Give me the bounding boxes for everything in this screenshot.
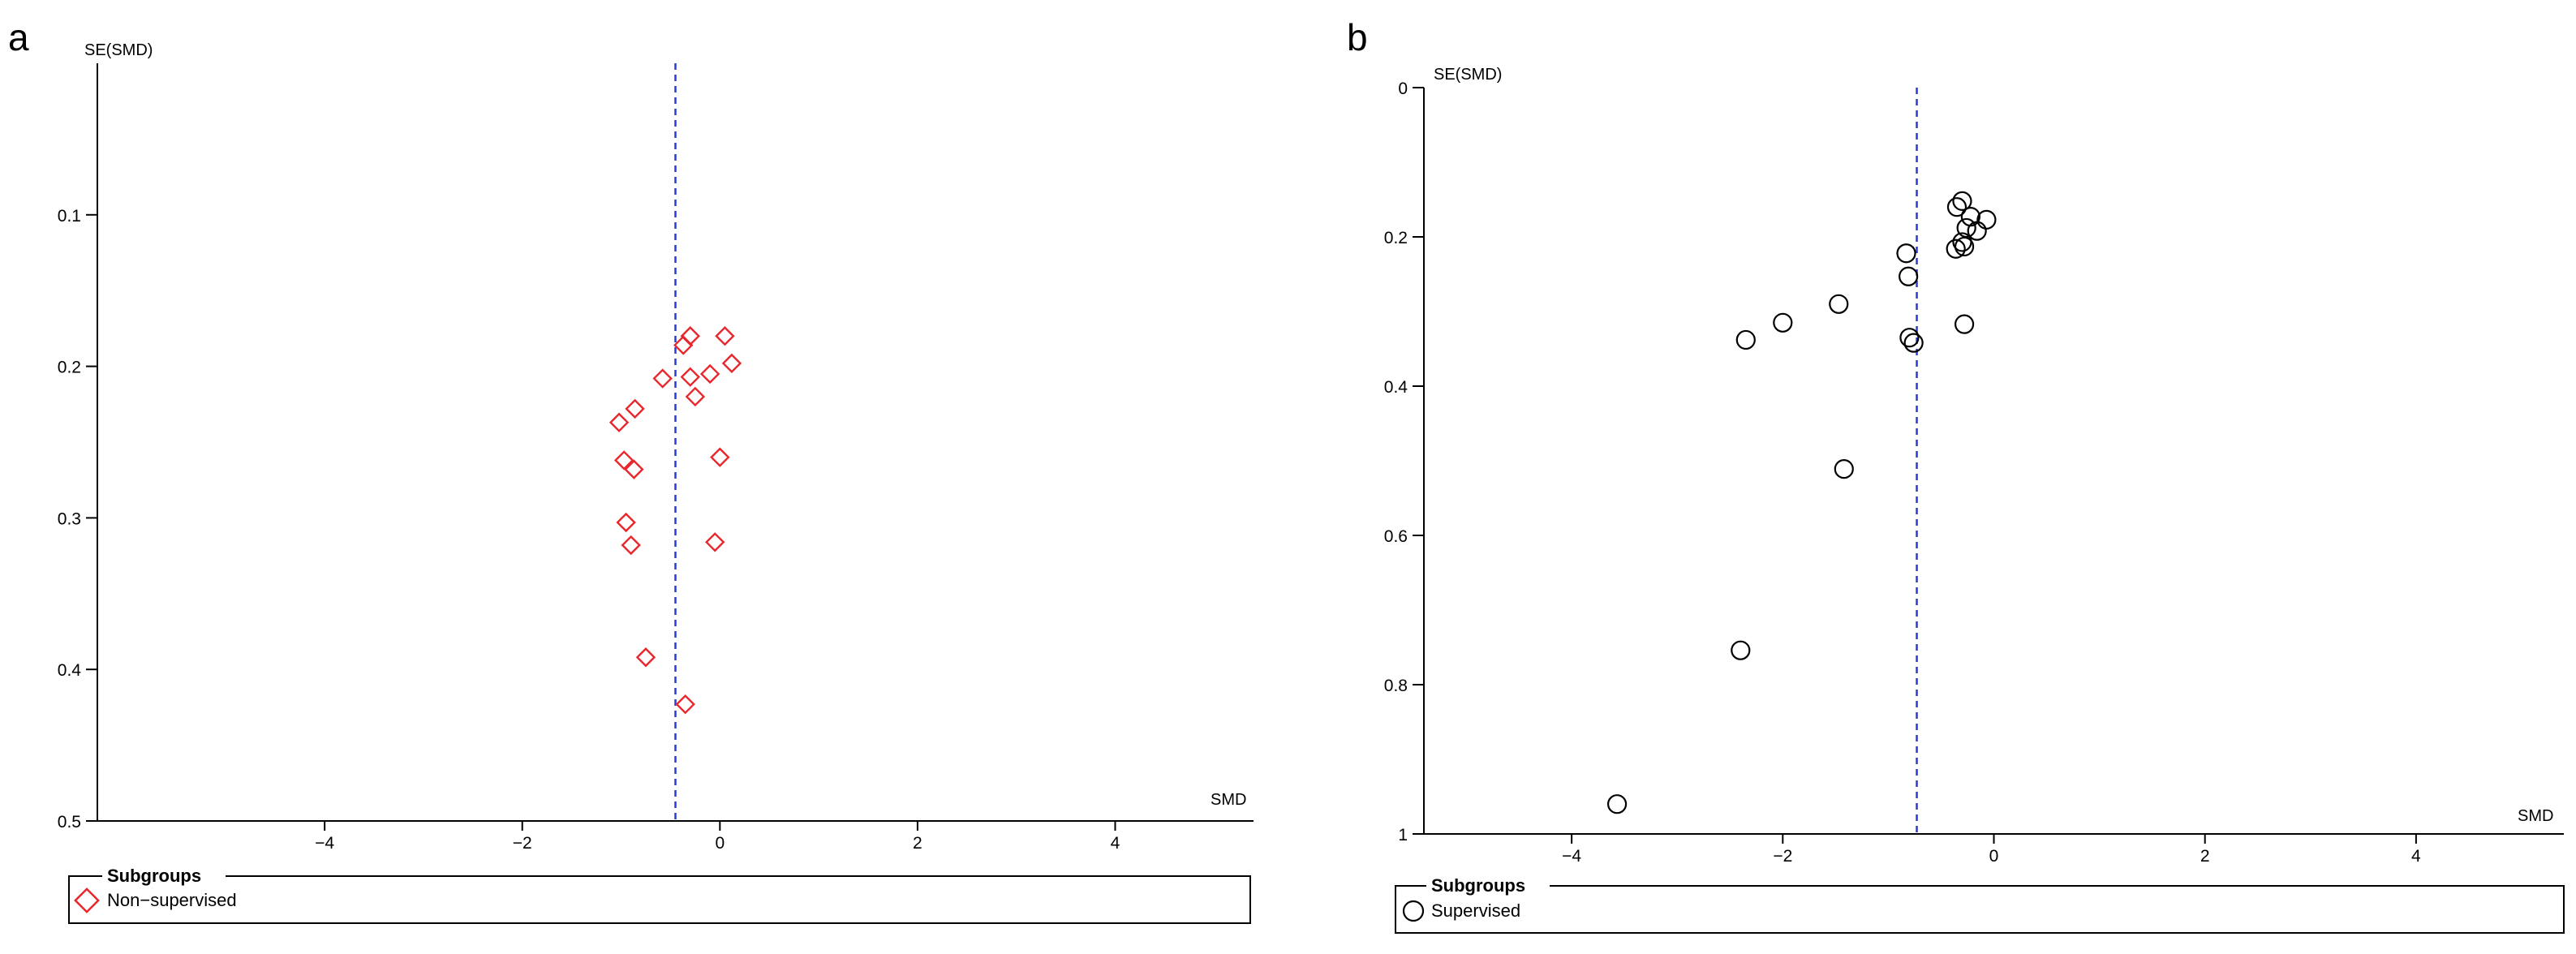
y-tick-label: 0.4 (58, 661, 82, 680)
y-tick-label: 0.5 (58, 813, 81, 832)
x-tick-label: 2 (913, 834, 922, 853)
data-point (685, 386, 706, 407)
y-tick-label: 0.8 (1384, 677, 1408, 695)
x-axis-title-a: SMD (1211, 791, 1246, 809)
x-tick-label: 4 (1111, 834, 1120, 853)
y-tick-label: 0.1 (58, 207, 81, 226)
y-tick-label: 0.2 (58, 359, 81, 377)
panel-label-a: a (8, 16, 29, 58)
x-tick-label: 0 (1989, 847, 1999, 866)
panel-label-b: b (1347, 16, 1368, 58)
data-point (1896, 243, 1916, 264)
y-axis-a: 0.1 0.2 0.3 0.4 0.5 (58, 63, 98, 832)
x-tick-label: −2 (1773, 847, 1792, 866)
data-point (1954, 314, 1975, 334)
x-axis-b: −4 −2 0 2 4 (1424, 833, 2564, 866)
y-tick-label: 0.4 (1384, 378, 1408, 397)
x-tick-label: −4 (1562, 847, 1581, 866)
data-point (1952, 191, 1972, 211)
legend-b: Subgroups Supervised (1395, 875, 2565, 934)
data-point (705, 532, 725, 552)
data-point (1834, 459, 1854, 479)
data-point (673, 335, 694, 355)
data-point (680, 326, 700, 346)
legend-title-a: Subgroups (107, 866, 201, 886)
data-point (1899, 266, 1919, 286)
x-axis-title-b: SMD (2518, 807, 2553, 825)
data-point (1731, 640, 1751, 660)
y-axis-b: 0 0.2 0.4 0.6 0.8 1 (1384, 80, 1425, 844)
data-point (1606, 794, 1628, 814)
x-tick-label: 2 (2200, 847, 2210, 866)
data-point (652, 368, 673, 389)
data-point (675, 694, 695, 715)
data-point (609, 412, 630, 432)
funnel-plot-a: a 0.1 0.2 0.3 0.4 0.5 −4 −2 0 2 4 SE(SMD) SMD Su… (8, 16, 1254, 924)
data-point (699, 363, 720, 385)
diamond-marker-icon (74, 887, 100, 913)
data-point (1903, 333, 1924, 353)
data-point (1960, 207, 1980, 227)
data-point (1956, 217, 1976, 238)
data-point (1899, 328, 1920, 348)
data-point (616, 512, 636, 533)
data-point (1946, 197, 1967, 217)
legend-title-b: Subgroups (1431, 875, 1525, 896)
data-point (621, 535, 641, 556)
x-tick-label: −4 (315, 834, 334, 853)
data-point (715, 326, 735, 346)
circle-marker-icon (1402, 900, 1425, 922)
data-point (624, 459, 644, 479)
data-point (721, 353, 742, 374)
y-axis-title-a: SE(SMD) (84, 41, 153, 59)
data-point (710, 447, 730, 467)
data-point (1829, 294, 1849, 314)
data-point (1967, 221, 1987, 241)
study-points-a (609, 326, 742, 715)
data-point (635, 647, 656, 668)
data-point (1773, 312, 1793, 333)
x-tick-label: 4 (2411, 847, 2421, 866)
data-point (1946, 238, 1966, 259)
x-axis-a: −4 −2 0 2 4 (97, 820, 1254, 853)
data-point (1954, 236, 1975, 257)
data-point (680, 367, 700, 387)
funnel-plot-b: b 0 0.2 0.4 0.6 0.8 1 −4 −2 0 2 4 SE(SMD) SMD Sub… (1347, 16, 2565, 934)
data-point (625, 398, 645, 419)
legend-label-b: Supervised (1431, 900, 1520, 921)
y-tick-label: 1 (1398, 826, 1408, 844)
data-point (613, 450, 634, 471)
study-points-b (1606, 191, 1997, 814)
legend-box-b (1395, 885, 2565, 934)
y-axis-title-b: SE(SMD) (1434, 66, 1502, 84)
data-point (1976, 209, 1997, 230)
y-tick-label: 0.6 (1384, 527, 1408, 546)
y-tick-label: 0.2 (1384, 229, 1408, 247)
legend-box-a (68, 875, 1251, 924)
y-tick-label: 0.3 (58, 509, 81, 528)
legend-a: Subgroups Non−supervised (68, 866, 1251, 924)
x-tick-label: 0 (715, 834, 725, 853)
x-tick-label: −2 (513, 834, 532, 853)
legend-label-a: Non−supervised (107, 890, 237, 910)
data-point (1735, 329, 1756, 350)
y-tick-label: 0 (1398, 80, 1408, 98)
